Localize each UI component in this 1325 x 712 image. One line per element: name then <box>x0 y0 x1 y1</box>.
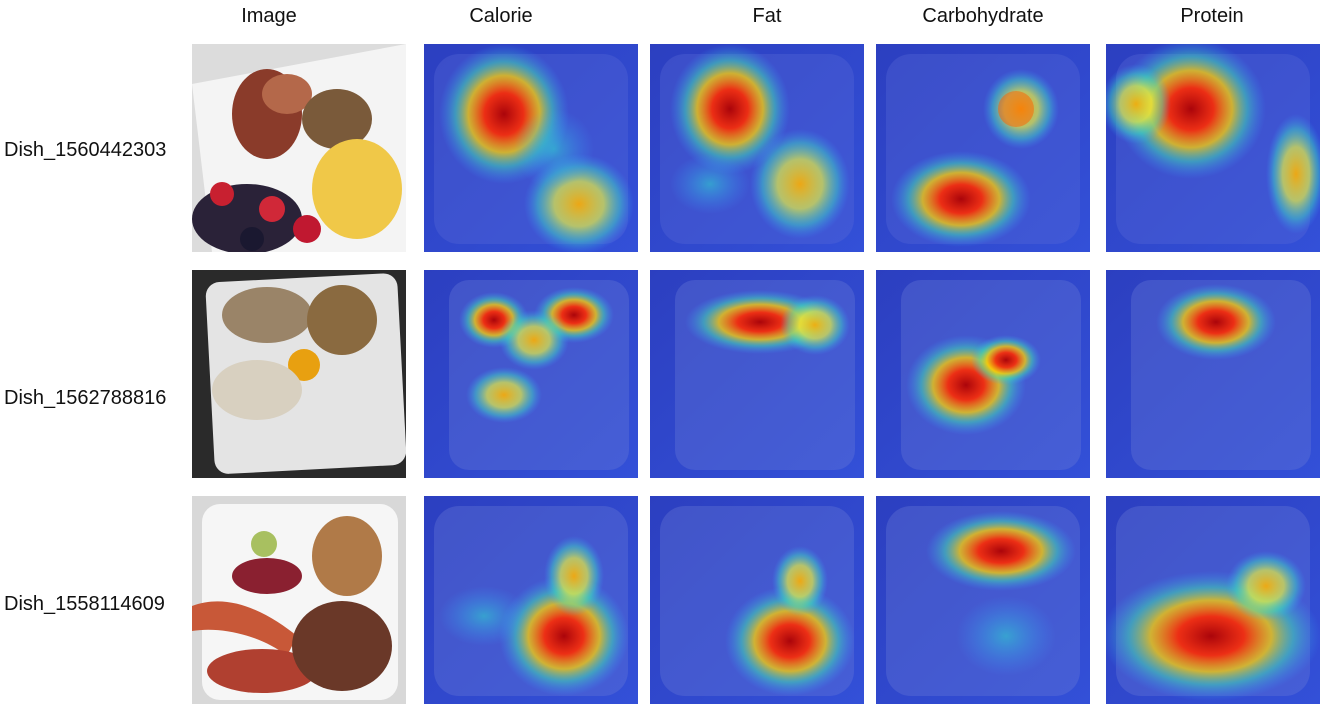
row-label-dish-3: Dish_1558114609 <box>4 593 165 615</box>
dish-1-protein-heatmap <box>1106 44 1320 252</box>
dish-2-carbohydrate-heatmap <box>876 270 1090 478</box>
dish-3-photo <box>192 496 406 704</box>
column-header-fat: Fat <box>752 5 782 27</box>
dish-3-carbohydrate-heatmap <box>876 496 1090 704</box>
dish-3-protein-heatmap <box>1106 496 1320 704</box>
dish-3-fat-heatmap <box>650 496 864 704</box>
dish-1-carbohydrate-heatmap <box>876 44 1090 252</box>
column-header-protein: Protein <box>1180 5 1244 27</box>
row-label-dish-2: Dish_1562788816 <box>4 387 167 409</box>
column-header-carbohydrate: Carbohydrate <box>922 5 1044 27</box>
column-header-calorie: Calorie <box>469 5 533 27</box>
dish-2-fat-heatmap <box>650 270 864 478</box>
dish-2-photo <box>192 270 406 478</box>
row-label-dish-1: Dish_1560442303 <box>4 139 167 161</box>
dish-2-calorie-heatmap <box>424 270 638 478</box>
dish-1-calorie-heatmap <box>424 44 638 252</box>
dish-3-calorie-heatmap <box>424 496 638 704</box>
dish-1-photo <box>192 44 406 252</box>
dish-1-fat-heatmap <box>650 44 864 252</box>
dish-2-protein-heatmap <box>1106 270 1320 478</box>
column-header-image: Image <box>241 5 297 27</box>
